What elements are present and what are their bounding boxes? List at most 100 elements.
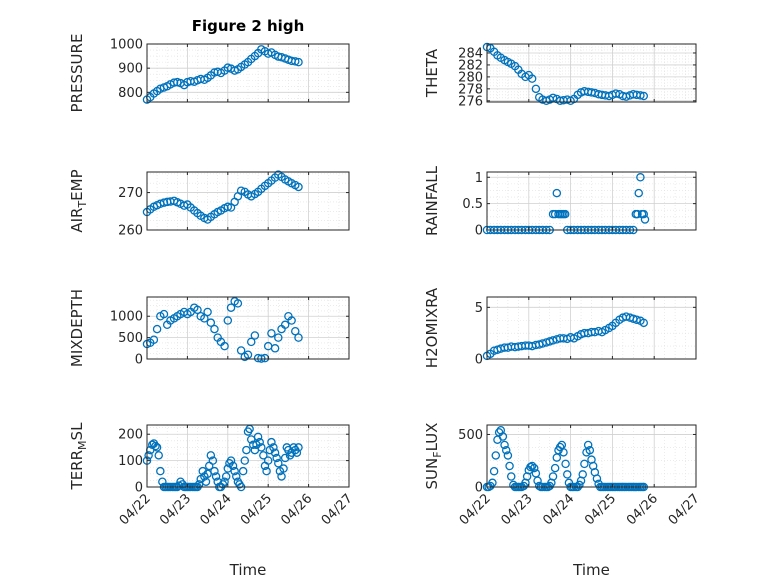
data-point <box>548 472 558 481</box>
data-point <box>238 466 248 476</box>
data-point <box>255 437 264 447</box>
y-tick-label: 5 <box>475 301 483 316</box>
data-point <box>206 318 216 327</box>
data-point <box>287 316 296 325</box>
y-tick-label: 0.5 <box>462 197 483 212</box>
data-point <box>243 350 253 359</box>
data-point <box>639 318 649 328</box>
y-tick-label: 270 <box>118 186 143 201</box>
y-tick-label: 200 <box>118 428 143 443</box>
data-point <box>575 480 584 490</box>
data-point <box>279 464 288 473</box>
data-point <box>144 451 153 460</box>
data-point <box>198 466 208 476</box>
data-point <box>259 451 268 460</box>
data-point <box>263 456 273 465</box>
data-point <box>220 477 229 486</box>
data-point <box>210 68 219 77</box>
data-point <box>253 432 263 442</box>
data-point <box>578 470 587 479</box>
data-point <box>203 307 212 317</box>
data-point <box>220 341 229 351</box>
y-axis-label: TERRMSL <box>68 422 89 491</box>
data-point <box>294 57 303 67</box>
y-tick-label: 100 <box>118 454 143 469</box>
data-point <box>292 448 302 457</box>
subplot-pressure: 800 900 1000 PRESSURE Figure 2 high <box>68 17 350 113</box>
x-axis-label: Time <box>572 561 610 579</box>
data-point <box>632 315 641 324</box>
data-point <box>267 329 276 338</box>
y-tick-label: 276 <box>458 94 483 109</box>
data-point <box>272 453 281 463</box>
y-axis-label-rest: EMP <box>68 169 86 200</box>
y-axis-label-rest: LUX <box>423 423 441 452</box>
data-point <box>636 173 645 182</box>
data-point <box>210 324 219 334</box>
y-tick-label: 260 <box>118 224 143 239</box>
y-tick-label: 278 <box>458 82 483 97</box>
y-axis-label: PRESSURE <box>68 34 86 113</box>
y-axis-label-rest: SL <box>68 422 86 441</box>
data-point <box>550 463 560 473</box>
data-point <box>233 299 243 308</box>
data-point <box>548 93 558 103</box>
data-point <box>250 331 260 340</box>
data-point <box>560 209 570 219</box>
data-point <box>151 441 160 451</box>
data-point <box>152 324 162 334</box>
data-point <box>527 74 537 83</box>
y-tick-label: 0 <box>135 353 143 368</box>
data-point <box>561 459 570 469</box>
data-point <box>505 461 514 471</box>
data-point <box>236 346 246 355</box>
y-axis-label: AIRTEMP <box>68 169 89 232</box>
data-point <box>270 448 280 457</box>
data-point <box>223 316 233 325</box>
data-point <box>639 209 649 219</box>
data-point <box>193 305 202 315</box>
y-tick-label: 0 <box>475 224 483 239</box>
axes-box <box>146 424 350 488</box>
data-point <box>201 477 211 486</box>
data-point <box>291 57 300 66</box>
data-point <box>156 466 165 476</box>
data-point <box>636 91 645 100</box>
data-point <box>270 344 280 353</box>
data-point <box>498 432 508 441</box>
data-point <box>489 466 499 476</box>
data-point <box>500 440 509 450</box>
y-tick-label: 500 <box>118 331 143 346</box>
x-axis-label: Time <box>229 561 267 579</box>
y-tick-label: 900 <box>118 62 143 77</box>
data-point <box>488 478 497 488</box>
y-tick-label: 500 <box>458 428 483 443</box>
data-point <box>274 459 283 468</box>
y-axis-label: MIXDEPTH <box>68 289 86 367</box>
data-point <box>269 443 278 452</box>
data-point <box>211 472 221 481</box>
data-point <box>529 463 539 473</box>
axes-box <box>146 296 350 360</box>
data-point <box>159 309 169 319</box>
data-point <box>583 440 593 450</box>
data-point <box>501 445 511 455</box>
y-axis-label-main: TERR <box>68 450 86 491</box>
data-point <box>563 470 572 479</box>
y-axis-label-main: SUN <box>423 458 441 490</box>
data-point <box>149 335 159 345</box>
data-point <box>506 472 516 481</box>
data-point <box>291 326 300 336</box>
y-tick-label: 282 <box>458 58 483 73</box>
data-point <box>223 202 233 212</box>
data-point <box>226 456 236 465</box>
data-point <box>280 320 290 330</box>
y-axis-label-subscript: F <box>431 451 444 457</box>
data-point <box>226 303 236 312</box>
data-point <box>533 476 542 485</box>
data-point <box>531 84 541 94</box>
y-axis-label: THETA <box>423 48 441 98</box>
axes-box <box>486 424 697 488</box>
